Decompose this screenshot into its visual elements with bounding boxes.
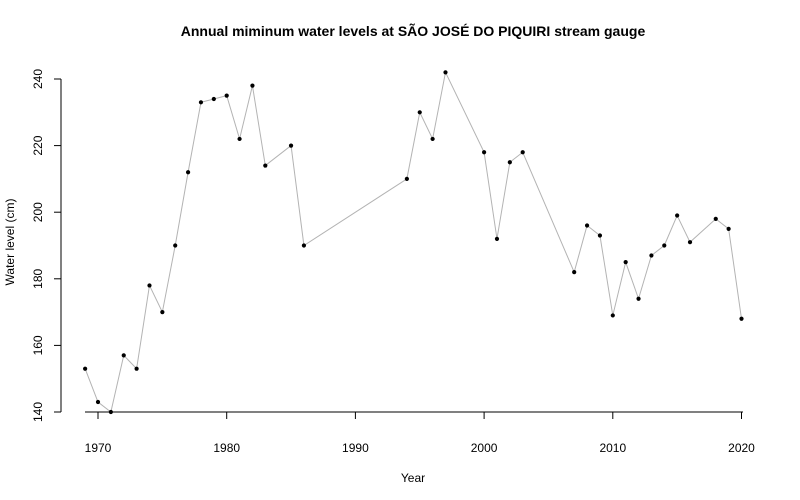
data-point: [726, 226, 731, 231]
data-point: [121, 353, 126, 358]
data-point: [623, 260, 628, 265]
data-points: [83, 70, 744, 415]
data-point: [108, 409, 113, 415]
x-tick-label: 1980: [213, 441, 240, 455]
data-point: [597, 233, 603, 238]
data-point: [507, 160, 512, 165]
data-point: [687, 240, 693, 245]
data-point: [649, 253, 654, 258]
x-tick-label: 2010: [599, 441, 626, 455]
data-point: [224, 93, 229, 98]
data-point: [173, 243, 178, 248]
data-point: [443, 70, 448, 75]
data-point: [417, 110, 422, 115]
data-point: [263, 163, 268, 168]
data-point: [610, 313, 615, 318]
y-tick-label: 140: [31, 402, 45, 422]
x-tick-label: 1970: [85, 441, 112, 455]
data-point: [430, 136, 435, 142]
data-point: [404, 176, 409, 181]
data-point: [662, 243, 667, 248]
x-tick-label: 2020: [728, 441, 755, 455]
x-tick-label: 2000: [471, 441, 498, 455]
data-point: [739, 316, 744, 321]
y-tick-label: 220: [31, 135, 45, 155]
x-tick-label: 1990: [342, 441, 369, 455]
data-point: [482, 150, 487, 155]
x-axis-label: Year: [401, 471, 425, 485]
data-point: [160, 310, 165, 315]
data-point: [572, 270, 577, 275]
data-point: [636, 296, 641, 301]
data-point: [494, 236, 500, 241]
data-point: [95, 399, 101, 405]
y-tick-label: 240: [31, 69, 45, 89]
data-point: [147, 283, 152, 288]
data-point: [185, 170, 191, 175]
y-axis-label: Water level (cm): [3, 199, 17, 286]
y-axis-ticks: 140 160 180 200 220 240: [31, 69, 61, 422]
data-point: [675, 213, 680, 218]
data-point: [584, 223, 590, 228]
y-tick-label: 200: [31, 202, 45, 222]
y-tick-label: 180: [31, 268, 45, 288]
series-line: [84, 70, 742, 413]
y-tick-label: 160: [31, 335, 45, 355]
data-point: [237, 136, 242, 142]
data-point: [250, 83, 255, 88]
chart-title: Annual miminum water levels at SÃO JOSÉ …: [181, 22, 646, 39]
x-axis-ticks: 1970 1980 1990 2000 2010 2020: [85, 412, 755, 455]
data-point: [713, 216, 718, 221]
data-point: [198, 100, 204, 105]
data-point: [83, 366, 88, 371]
data-point: [520, 150, 525, 155]
data-point: [211, 96, 216, 102]
data-point: [301, 243, 307, 248]
data-point: [288, 143, 294, 148]
data-point: [134, 366, 139, 371]
